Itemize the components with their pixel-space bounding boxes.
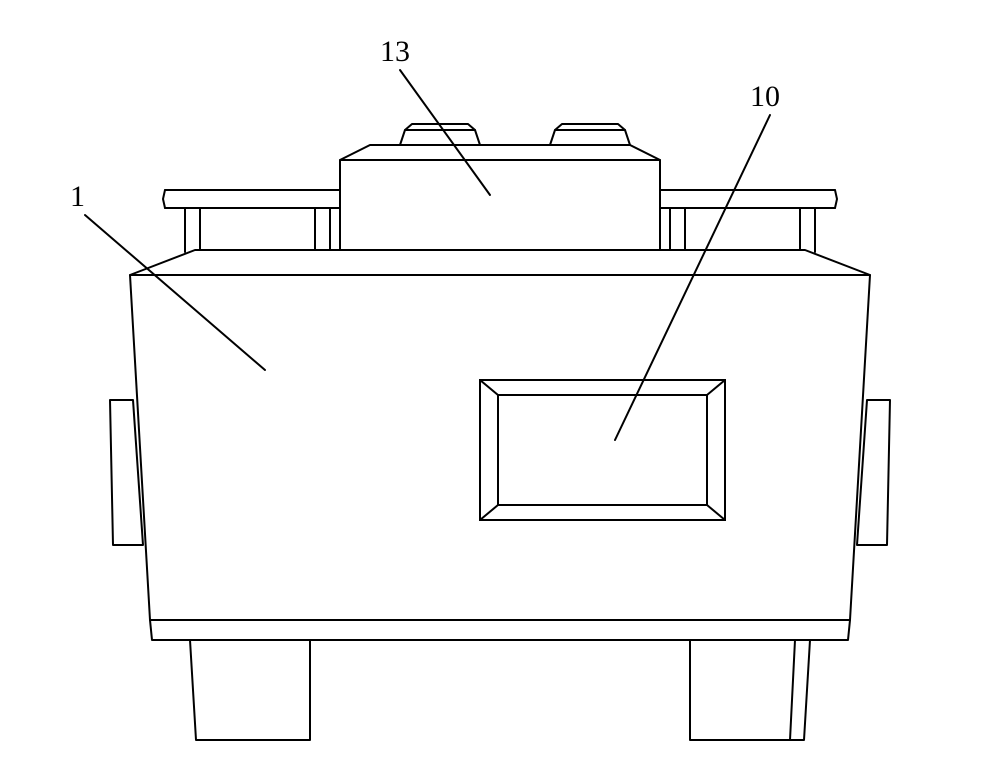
callout-label-10: 10 [750,80,780,114]
callout-label-13: 13 [380,35,410,69]
callout-label-1: 1 [70,180,85,214]
labels-layer: 13 10 1 [0,0,1000,757]
